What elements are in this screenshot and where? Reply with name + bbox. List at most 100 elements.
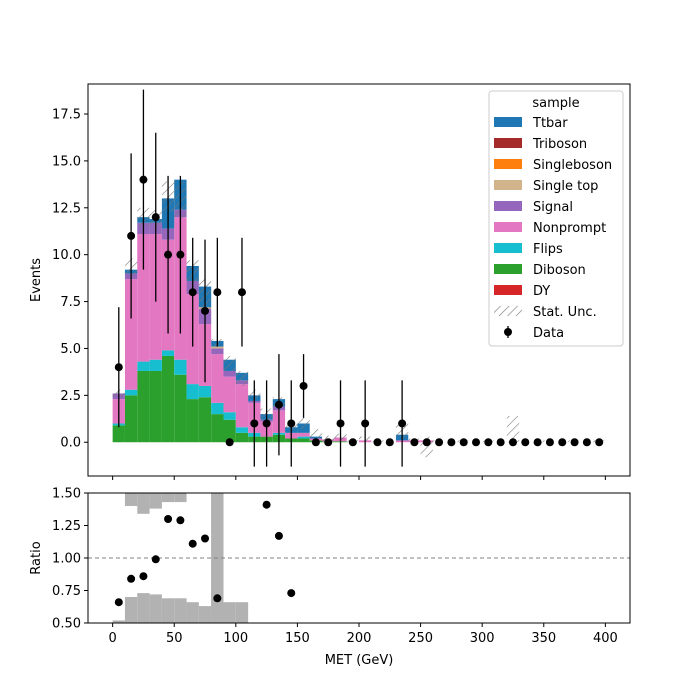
bar-nonprompt	[223, 376, 236, 413]
bar-nonprompt	[211, 354, 224, 403]
data-point	[262, 419, 271, 428]
y-tick-label: 15.0	[52, 154, 81, 169]
stat-unc-bin	[235, 370, 249, 386]
x-tick-label: 200	[347, 631, 372, 646]
legend: sample Ttbar Triboson Singleboson Single to…	[488, 90, 624, 347]
ratio-point	[274, 531, 283, 540]
x-tick-label: 100	[223, 631, 248, 646]
bar-diboson	[149, 370, 162, 443]
ratio-point	[188, 539, 197, 548]
ratio-point	[176, 516, 185, 525]
x-axis-label: MET (GeV)	[325, 653, 394, 668]
ratio-band-lower	[198, 606, 212, 623]
y-tick-label: 7.5	[60, 295, 81, 310]
y-tick-label: 5.0	[60, 342, 81, 357]
data-point	[484, 438, 493, 447]
legend-data-marker	[504, 328, 512, 336]
bar-flips	[198, 385, 212, 398]
ratio-band-lower	[149, 594, 162, 623]
ratio-y-tick-label: 0.50	[52, 617, 81, 632]
data-point	[361, 419, 370, 428]
bar-single-top	[211, 346, 224, 349]
main-y-axis-label: Events	[29, 258, 44, 302]
data-point	[176, 250, 185, 259]
legend-swatch-nonprompt	[494, 222, 522, 232]
ratio-point	[139, 572, 148, 581]
legend-label-flips: Flips	[533, 242, 563, 257]
data-point	[114, 363, 123, 372]
data-point	[151, 213, 160, 222]
legend-swatch-flips	[494, 243, 522, 253]
y-tick-label: 12.5	[52, 201, 81, 216]
stat-unc-bin	[309, 429, 323, 443]
data-point	[435, 438, 444, 447]
bar-signal	[211, 348, 224, 355]
ratio-point	[287, 589, 296, 598]
bar-nonprompt	[124, 279, 138, 390]
legend-label-signal: Signal	[533, 200, 573, 215]
bar-flips	[297, 436, 310, 439]
data-point	[472, 438, 481, 447]
bar-diboson	[137, 370, 150, 443]
ratio-y-tick-label: 1.50	[52, 487, 81, 502]
legend-title: sample	[532, 96, 579, 111]
data-point	[336, 419, 345, 428]
ratio-y-tick-label: 0.75	[52, 584, 81, 599]
ratio-plot-panel: 0.50 0.75 1.00 1.25 1.50 0 50 100 150 200 250 300 3…	[29, 487, 631, 668]
data-points	[114, 89, 604, 467]
legend-label-single-top: Single top	[533, 179, 598, 194]
legend-swatch-ttbar	[494, 117, 522, 127]
ratio-band-upper	[174, 493, 187, 503]
data-point	[508, 438, 517, 447]
ratio-band-lower	[137, 593, 150, 623]
stat-unc-bin	[506, 415, 520, 443]
data-point	[459, 438, 468, 447]
x-tick-label: 50	[166, 631, 183, 646]
data-point	[422, 438, 431, 447]
legend-label-nonprompt: Nonprompt	[533, 221, 606, 236]
legend-label-singleboson: Singleboson	[533, 158, 612, 173]
bar-flips	[235, 427, 249, 433]
ratio-band-upper	[124, 493, 138, 506]
bar-flips	[161, 350, 175, 356]
legend-swatch-stat-unc	[494, 306, 522, 316]
legend-swatch-signal	[494, 201, 522, 211]
legend-label-diboson: Diboson	[533, 263, 586, 278]
legend-label-triboson: Triboson	[532, 137, 587, 152]
data-point	[225, 438, 234, 447]
ratio-band-lower	[235, 602, 249, 623]
data-point	[521, 438, 530, 447]
bar-flips	[223, 412, 236, 420]
bar-nonprompt	[235, 384, 249, 428]
ratio-band-lower	[186, 602, 199, 623]
legend-swatch-singleboson	[494, 159, 522, 169]
data-point	[201, 306, 210, 315]
data-point	[164, 250, 173, 259]
data-point	[213, 288, 222, 297]
legend-label-data: Data	[533, 326, 564, 341]
data-point	[410, 438, 419, 447]
bar-flips	[174, 359, 187, 375]
data-point	[385, 438, 394, 447]
legend-swatch-diboson	[494, 264, 522, 274]
legend-label-ttbar: Ttbar	[532, 116, 568, 131]
x-tick-label: 0	[108, 631, 116, 646]
legend-swatch-triboson	[494, 138, 522, 148]
data-point	[299, 381, 308, 390]
x-tick-label: 250	[408, 631, 433, 646]
bar-diboson	[161, 355, 175, 443]
data-point	[558, 438, 567, 447]
bar-diboson	[174, 374, 187, 443]
ratio-band-lower	[124, 597, 138, 623]
data-point	[570, 438, 579, 447]
bar-flips	[124, 389, 138, 396]
bar-flips	[137, 361, 150, 371]
ratio-point	[201, 534, 210, 543]
ratio-band-upper	[137, 493, 150, 514]
bar-signal	[223, 370, 236, 377]
bar-flips	[211, 402, 224, 415]
data-point	[545, 438, 554, 447]
ratio-points	[114, 500, 296, 607]
data-point	[287, 419, 296, 428]
